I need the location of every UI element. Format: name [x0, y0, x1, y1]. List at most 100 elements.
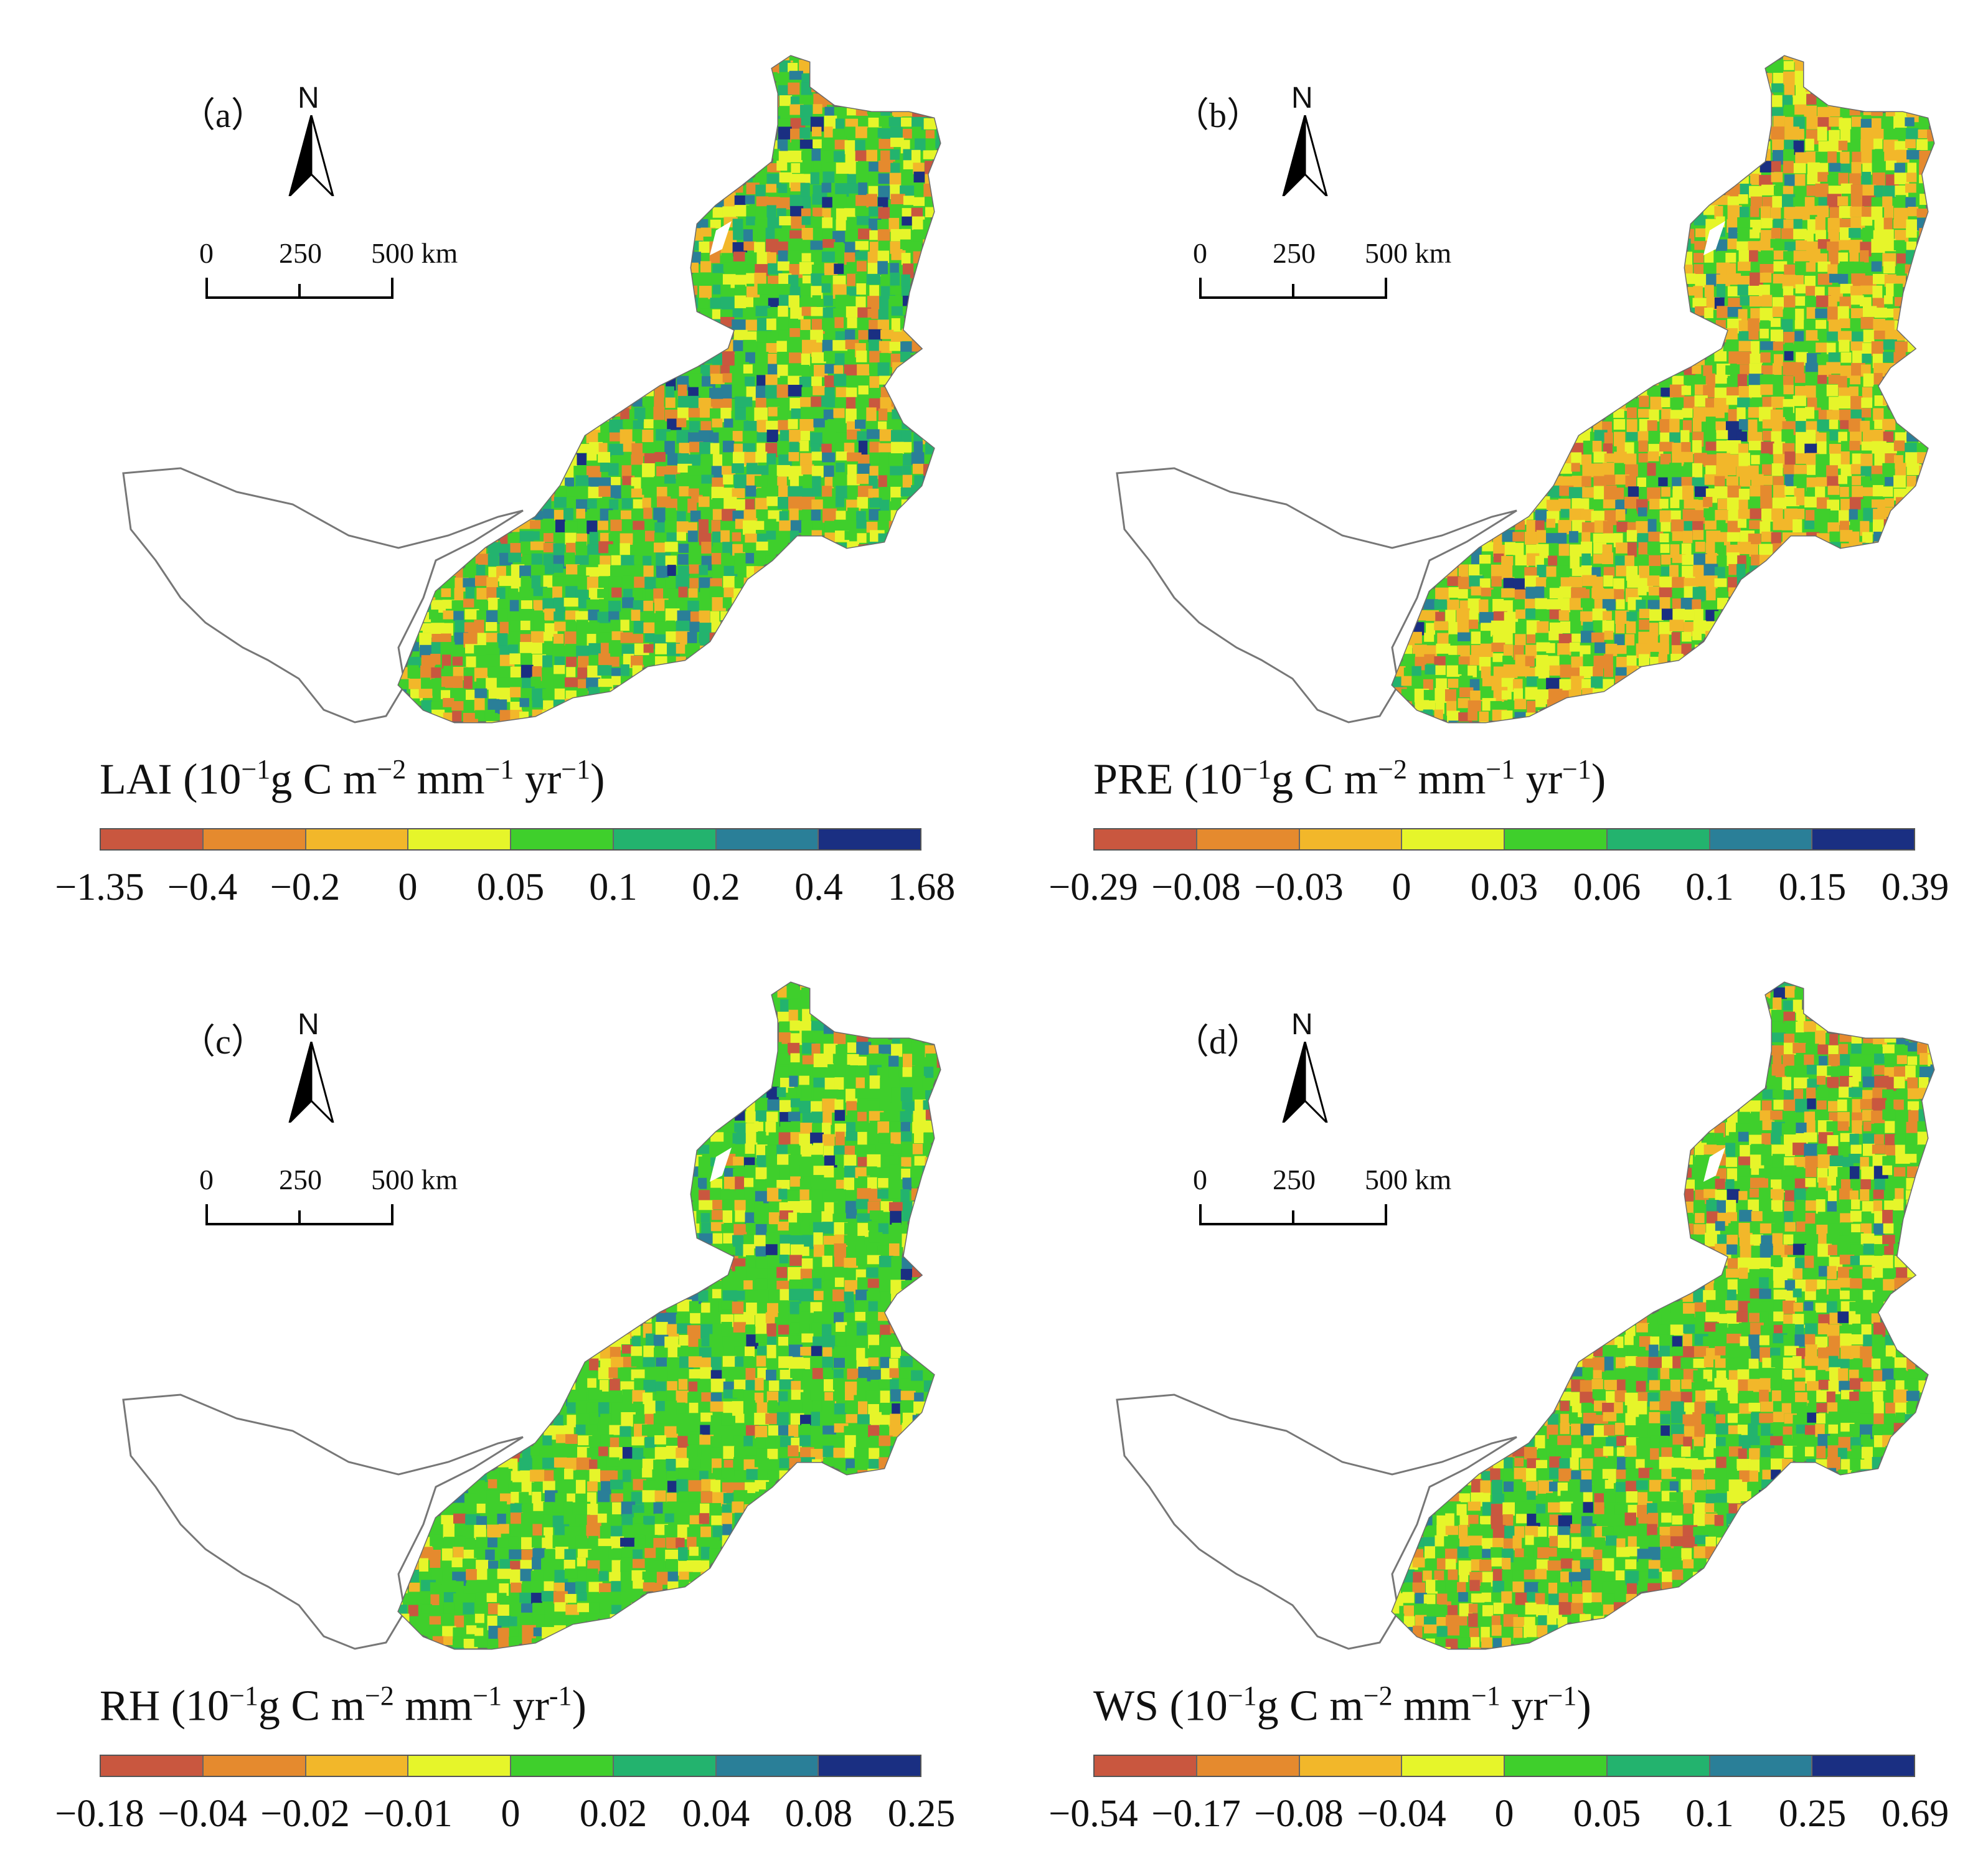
- legend-variable: LAI: [100, 755, 184, 804]
- legend-tick-label: 0: [1494, 1793, 1514, 1835]
- legend-variable: RH: [100, 1682, 171, 1730]
- legend-tick-label: −0.03: [1254, 866, 1344, 908]
- north-arrow: N: [280, 1007, 349, 1126]
- legend-unit-exp: −1: [1242, 754, 1272, 785]
- legend-ticks: −0.54 −0.17 −0.08 −0.04 0 0.05 0.1 0.25 0.69: [1048, 1792, 1949, 1836]
- legend-tick-label: −0.04: [1357, 1793, 1446, 1835]
- scale-label-250: 250: [279, 237, 322, 269]
- legend-swatch-2: [1197, 829, 1300, 849]
- legend-tick-label: 0: [501, 1793, 521, 1835]
- legend-unit-part: (10: [171, 1682, 230, 1730]
- scale-bar: 0 250 500 km: [199, 1163, 461, 1238]
- region-outline-west: [1116, 1393, 1517, 1650]
- legend-tick-label: 0.2: [692, 866, 740, 908]
- legend-tick-label: 0.1: [1685, 866, 1734, 908]
- north-arrow-icon: [1282, 115, 1328, 196]
- region-outline-west: [122, 1393, 524, 1650]
- legend-swatch-1: [1095, 1756, 1197, 1776]
- map-panel-d: （d） N 0 250 500 km WS (10−1g C m−2 mm−1 …: [994, 926, 1987, 1853]
- legend-unit-exp: −2: [1378, 754, 1407, 785]
- scale-bar-line: [1199, 1204, 1387, 1225]
- legend-title: LAI (10−1g C m−2 mm−1 yr−1): [100, 753, 605, 804]
- legend-variable: WS: [1093, 1682, 1170, 1730]
- legend-unit-part: g C m: [1271, 755, 1378, 804]
- legend-swatch-5: [1505, 1756, 1608, 1776]
- legend-unit-exp: −1: [1227, 1681, 1257, 1711]
- panel-label: （c）: [181, 1023, 266, 1062]
- legend-unit-part: (10: [1169, 1682, 1228, 1730]
- legend-tick-label: 1.68: [887, 866, 956, 908]
- scale-label-0: 0: [1193, 1164, 1207, 1195]
- legend-unit-part: yr: [1500, 1682, 1548, 1730]
- legend-unit-part: ): [1576, 1682, 1591, 1730]
- lake-hole: [710, 221, 732, 255]
- legend-swatch-1: [1095, 829, 1197, 849]
- legend-unit-part: mm: [406, 755, 485, 804]
- legend-swatch-2: [203, 1756, 306, 1776]
- legend-swatch-2: [1197, 1756, 1300, 1776]
- legend-variable: PRE: [1093, 755, 1184, 804]
- legend-unit-part: g C m: [258, 1682, 365, 1730]
- legend-colorbar: [1093, 1755, 1915, 1777]
- legend-swatch-6: [1607, 829, 1710, 849]
- panel-label: （a）: [181, 97, 266, 135]
- legend-swatch-4: [1402, 1756, 1505, 1776]
- legend-tick-label: 0.15: [1778, 866, 1847, 908]
- legend-tick-label: −0.4: [167, 866, 238, 908]
- legend-tick-label: −0.54: [1048, 1793, 1138, 1835]
- legend-swatch-7: [716, 1756, 819, 1776]
- legend-tick-label: −0.08: [1254, 1793, 1344, 1835]
- legend-swatch-1: [101, 829, 204, 849]
- legend-swatch-6: [1607, 1756, 1710, 1776]
- legend-tick-label: 0.05: [1573, 1793, 1641, 1835]
- north-arrow-icon: [1282, 1042, 1328, 1123]
- legend-tick-label: 0.4: [794, 866, 843, 908]
- scale-label-250: 250: [1273, 237, 1316, 269]
- legend-ticks: −0.29 −0.08 −0.03 0 0.03 0.06 0.1 0.15 0.39: [1048, 865, 1949, 909]
- legend-tick-label: 0.1: [1685, 1793, 1734, 1835]
- legend-swatch-7: [1710, 829, 1813, 849]
- north-arrow: N: [280, 81, 349, 199]
- region-map: [122, 55, 941, 724]
- legend-title: PRE (10−1g C m−2 mm−1 yr−1): [1093, 753, 1606, 804]
- legend-unit-exp: −1: [241, 754, 271, 785]
- region-map: [122, 981, 941, 1650]
- legend-tick-label: −1.35: [55, 866, 144, 908]
- panel-label: （d）: [1174, 1023, 1261, 1062]
- region-outline-west: [122, 467, 524, 724]
- scale-label-500: 500 km: [371, 1164, 458, 1195]
- legend-tick-label: 0.1: [589, 866, 638, 908]
- scale-bar: 0 250 500 km: [1193, 1163, 1454, 1238]
- region-map: [1116, 55, 1935, 724]
- north-letter: N: [1291, 82, 1313, 115]
- legend-tick-label: 0.39: [1881, 866, 1949, 908]
- legend-swatch-8: [1812, 1756, 1914, 1776]
- legend-unit-part: mm: [393, 1682, 473, 1730]
- legend-unit-exp: −1: [1562, 754, 1591, 785]
- legend-swatch-2: [203, 829, 306, 849]
- legend-unit-part: yr: [1515, 755, 1563, 804]
- legend-tick-label: 0.06: [1573, 866, 1641, 908]
- legend-tick-label: −0.04: [158, 1793, 247, 1835]
- legend-swatch-5: [1505, 829, 1608, 849]
- legend-swatch-4: [1402, 829, 1505, 849]
- scale-label-500: 500 km: [1365, 1164, 1452, 1195]
- legend-swatch-5: [511, 1756, 614, 1776]
- scale-bar: 0 250 500 km: [1193, 237, 1454, 311]
- legend-tick-label: 0.04: [682, 1793, 750, 1835]
- legend-tick-label: 0.03: [1470, 866, 1538, 908]
- region-map: [1116, 981, 1935, 1650]
- legend-swatch-8: [1812, 829, 1914, 849]
- map-panel-b: （b） N 0 250 500 km PRE (10−1g C m−2 mm−1…: [994, 0, 1987, 926]
- legend-tick-label: 0.02: [579, 1793, 648, 1835]
- legend-swatch-8: [819, 829, 920, 849]
- north-letter: N: [1291, 1008, 1313, 1041]
- legend-unit-exp: -1: [549, 1681, 572, 1711]
- legend-tick-label: −0.2: [270, 866, 341, 908]
- legend-unit-exp: −2: [377, 754, 407, 785]
- map-panel-a: （a） N 0 250 500 km LAI (10−1g C m−2 mm−1…: [0, 0, 994, 926]
- legend-unit-exp: −1: [484, 754, 514, 785]
- legend-colorbar: [100, 828, 921, 851]
- legend-ticks: −1.35 −0.4 −0.2 0 0.05 0.1 0.2 0.4 1.68: [55, 865, 955, 909]
- legend-tick-label: −0.01: [363, 1793, 453, 1835]
